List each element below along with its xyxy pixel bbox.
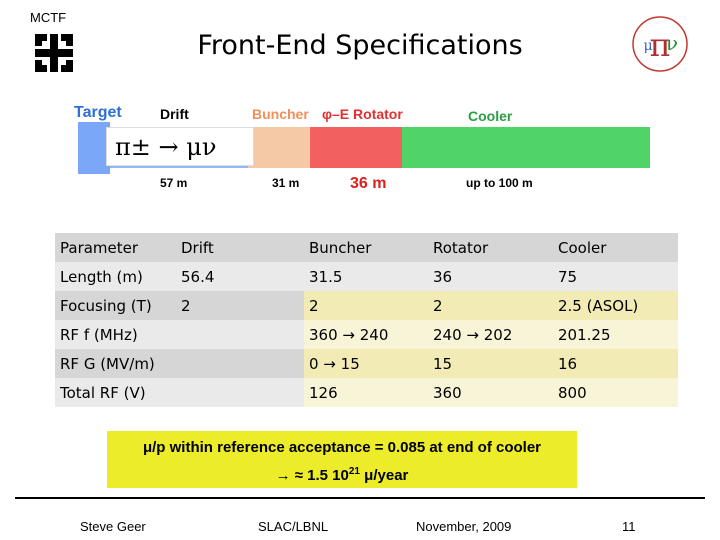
cooler-distance: up to 100 m — [466, 176, 533, 190]
footer-page-number: 11 — [622, 519, 636, 534]
svg-text:ν: ν — [666, 31, 678, 55]
target-label: Target — [74, 104, 122, 121]
footer-venue: SLAC/LBNL — [258, 519, 329, 534]
buncher-distance: 31 m — [272, 176, 300, 190]
table-cell: 240 → 202 — [428, 320, 553, 349]
note-line-2-post: μ/year — [360, 467, 409, 484]
nufact-logo-icon: π ν μ — [632, 16, 688, 72]
slide-title: Front-End Specifications — [197, 30, 523, 61]
decay-formula: π± → μν — [106, 127, 254, 166]
table-row: Length (m) 56.4 31.5 36 75 — [55, 262, 678, 291]
table-cell: 126 — [304, 378, 428, 407]
table-cell — [176, 378, 304, 407]
lab-name: MCTF — [30, 10, 67, 25]
footer-date: November, 2009 — [416, 519, 512, 534]
specifications-table: Parameter Drift Buncher Rotator Cooler L… — [55, 233, 678, 407]
fermilab-logo-icon — [35, 34, 73, 72]
buncher-label: Buncher — [252, 106, 309, 122]
table-row: Focusing (T) 2 2 2 2.5 (ASOL) — [55, 291, 678, 320]
table-cell: 0 → 15 — [304, 349, 428, 378]
table-cell: RF G (MV/m) — [55, 349, 176, 378]
drift-label: Drift — [160, 106, 189, 122]
cooler-label: Cooler — [468, 108, 513, 124]
table-cell: 2 — [304, 291, 428, 320]
target-segment — [78, 122, 110, 174]
table-cell: Focusing (T) — [55, 291, 176, 320]
footer-divider — [15, 497, 705, 499]
cooler-segment — [402, 127, 650, 168]
table-cell — [176, 320, 304, 349]
table-row: Total RF (V) 126 360 800 — [55, 378, 678, 407]
table-header-cell: Cooler — [553, 233, 678, 262]
table-header-cell: Buncher — [304, 233, 428, 262]
table-cell: 36 — [428, 262, 553, 291]
table-cell: 15 — [428, 349, 553, 378]
table-row: RF f (MHz) 360 → 240 240 → 202 201.25 — [55, 320, 678, 349]
table-cell: 56.4 — [176, 262, 304, 291]
table-header-cell: Rotator — [428, 233, 553, 262]
acceptance-note: μ/p within reference acceptance = 0.085 … — [107, 431, 577, 488]
table-cell: 75 — [553, 262, 678, 291]
table-cell: 2 — [428, 291, 553, 320]
note-line-2-pre: → ≈ 1.5 10 — [275, 467, 349, 484]
buncher-segment — [248, 127, 310, 168]
rotator-distance: 36 m — [350, 175, 387, 192]
table-header-cell: Drift — [176, 233, 304, 262]
footer-author: Steve Geer — [80, 519, 146, 534]
svg-text:μ: μ — [643, 38, 652, 54]
drift-distance: 57 m — [160, 176, 188, 190]
rotator-label: φ–E Rotator — [322, 106, 403, 122]
table-cell: Length (m) — [55, 262, 176, 291]
table-cell: RF f (MHz) — [55, 320, 176, 349]
note-line-2-exponent: 21 — [348, 466, 360, 477]
table-cell: 2.5 (ASOL) — [553, 291, 678, 320]
note-line-2: → ≈ 1.5 1021 μ/year — [107, 460, 577, 488]
table-cell: 800 — [553, 378, 678, 407]
svg-text:π: π — [649, 26, 670, 64]
table-cell: 16 — [553, 349, 678, 378]
table-header-row: Parameter Drift Buncher Rotator Cooler — [55, 233, 678, 262]
table-cell: 2 — [176, 291, 304, 320]
table-header-cell: Parameter — [55, 233, 176, 262]
table-cell: 31.5 — [304, 262, 428, 291]
note-line-1: μ/p within reference acceptance = 0.085 … — [142, 439, 542, 456]
table-cell: Total RF (V) — [55, 378, 176, 407]
table-cell: 360 → 240 — [304, 320, 428, 349]
rotator-segment — [310, 127, 402, 168]
table-cell — [176, 349, 304, 378]
table-cell: 201.25 — [553, 320, 678, 349]
table-row: RF G (MV/m) 0 → 15 15 16 — [55, 349, 678, 378]
table-cell: 360 — [428, 378, 553, 407]
